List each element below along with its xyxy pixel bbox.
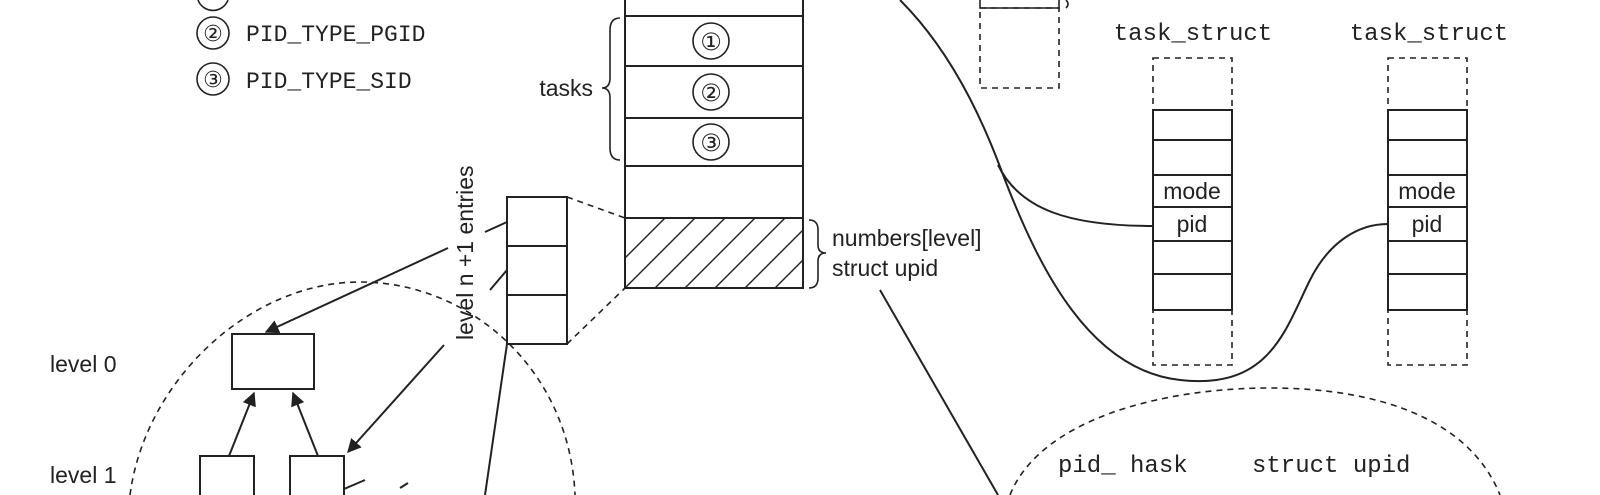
pid-label: pid bbox=[1412, 211, 1443, 237]
legend-label-pgid: PID_TYPE_PGID bbox=[246, 22, 425, 48]
legend-item-pgid: ② PID_TYPE_PGID bbox=[196, 16, 425, 50]
mode-label: mode bbox=[1163, 178, 1221, 204]
task-slot-number-1: ① bbox=[700, 29, 722, 56]
task-slot-3 bbox=[624, 117, 804, 167]
tasks-label: tasks bbox=[539, 75, 593, 101]
numbers-brace: numbers[level] struct upid bbox=[808, 219, 982, 289]
struct-pid-box: ① ② ③ bbox=[624, 0, 804, 289]
task-slot-number-2: ② bbox=[700, 80, 722, 107]
legend-number: ③ bbox=[203, 67, 223, 92]
task-slot-1 bbox=[624, 15, 804, 67]
cloud-struct-upid-label: struct upid bbox=[1252, 453, 1410, 480]
numbers-level-label: numbers[level] bbox=[832, 225, 982, 251]
hatch-pattern bbox=[624, 217, 804, 289]
task-struct-title: task_struct bbox=[1114, 21, 1272, 48]
namespace-hierarchy: level 0 level 1 bbox=[50, 281, 576, 495]
pid-level-field bbox=[624, 165, 804, 219]
legend-partial-circle bbox=[197, 0, 229, 12]
task-slot-number-3: ③ bbox=[700, 130, 722, 157]
level-0-node bbox=[231, 333, 315, 390]
mode-label: mode bbox=[1398, 178, 1456, 204]
top-dashed-fragment bbox=[979, 0, 1069, 89]
level-1-node bbox=[199, 455, 255, 495]
level-1-node bbox=[289, 455, 345, 495]
pid-field bbox=[1152, 206, 1233, 242]
task-struct-2: task_struct mode pid bbox=[1350, 21, 1508, 366]
level-1-label: level 1 bbox=[50, 462, 116, 488]
task-struct-1: task_struct mode pid bbox=[1114, 21, 1272, 366]
level-entries-array: level n +1 entries bbox=[452, 165, 626, 345]
namespace-cloud bbox=[129, 281, 576, 495]
mode-field bbox=[1152, 174, 1233, 208]
level-entry bbox=[506, 196, 568, 247]
level-entries-label: level n +1 entries bbox=[452, 165, 478, 340]
pid-type-legend: ② PID_TYPE_PGID ③ PID_TYPE_SID bbox=[196, 0, 425, 96]
legend-number: ② bbox=[203, 21, 223, 46]
task-struct-title: task_struct bbox=[1350, 21, 1508, 48]
legend-item-sid: ③ PID_TYPE_SID bbox=[196, 62, 412, 96]
pid-label: pid bbox=[1177, 211, 1208, 237]
pid-hash-label: pid_ hask bbox=[1058, 453, 1188, 480]
legend-label-sid: PID_TYPE_SID bbox=[246, 69, 412, 95]
struct-upid-label: struct upid bbox=[832, 255, 938, 281]
pid-hash-cloud: pid_ hask struct upid bbox=[1009, 387, 1501, 495]
level-entry bbox=[506, 294, 568, 345]
level-entry-arrows bbox=[264, 221, 508, 495]
connector-curves bbox=[879, 0, 1389, 495]
level-0-label: level 0 bbox=[50, 351, 116, 377]
level-entry bbox=[506, 245, 568, 296]
tasks-brace: tasks bbox=[539, 17, 621, 161]
